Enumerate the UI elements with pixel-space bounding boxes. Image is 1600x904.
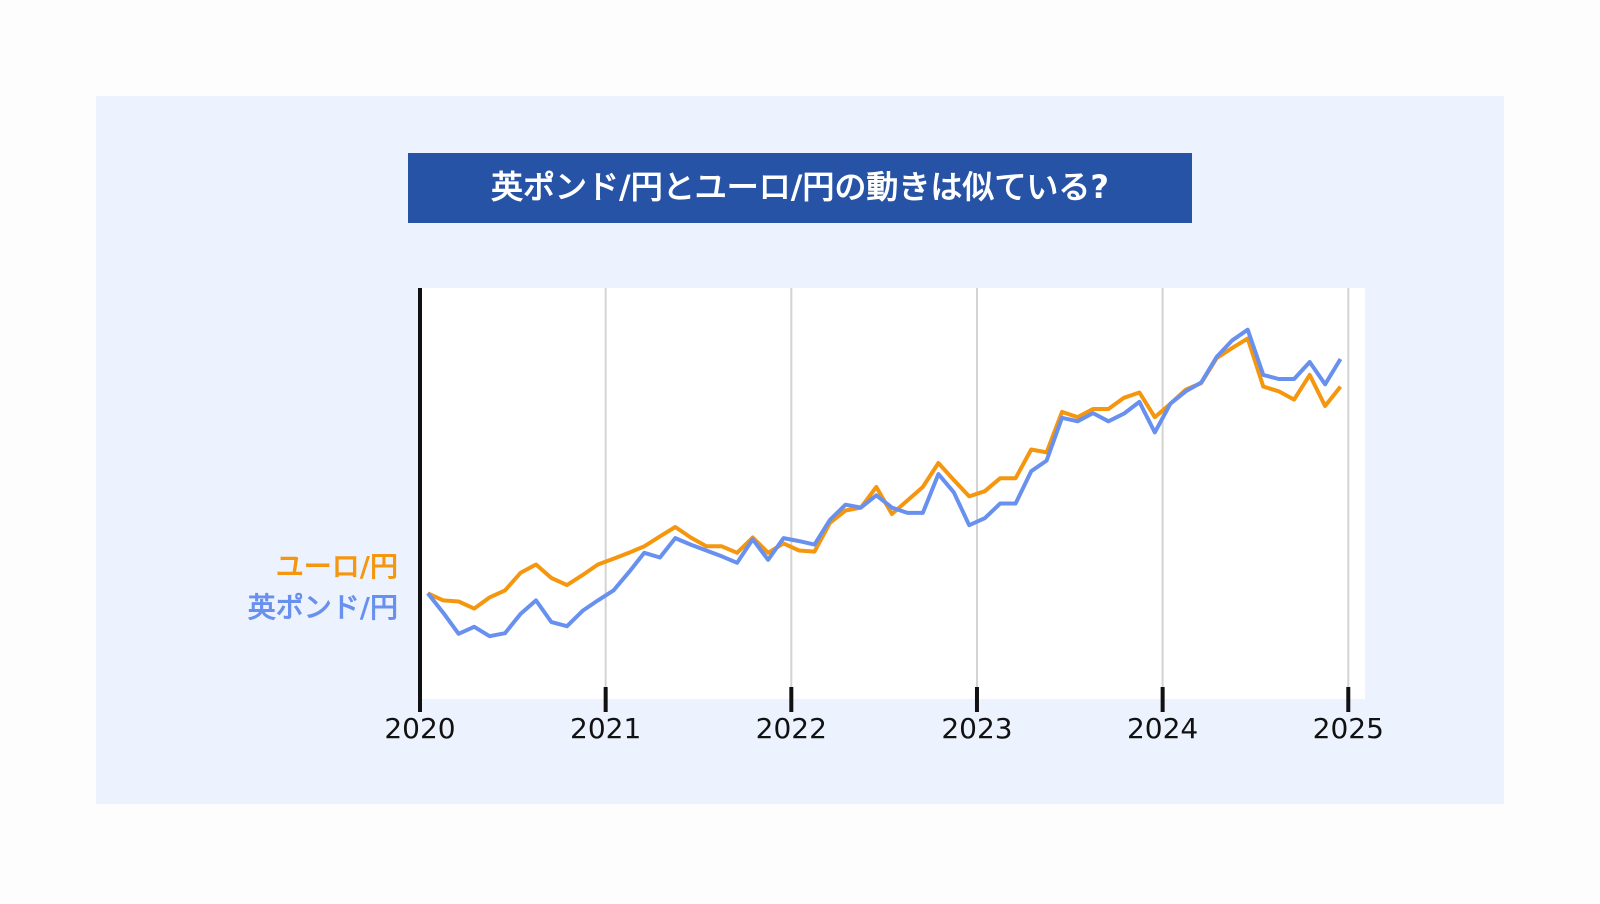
x-tick-label: 2024 xyxy=(1127,712,1198,745)
series-line xyxy=(426,327,1343,639)
plot-area xyxy=(420,288,1365,699)
legend-label: 英ポンド/円 xyxy=(248,591,398,624)
x-tick-label: 2023 xyxy=(941,712,1012,745)
legend-label: ユーロ/円 xyxy=(276,550,398,583)
x-tick-label: 2025 xyxy=(1313,712,1384,745)
chart-title: 英ポンド/円とユーロ/円の動きは似ている? xyxy=(491,168,1109,206)
x-tick-label: 2022 xyxy=(756,712,827,745)
title-box xyxy=(408,153,1192,223)
x-tick-label: 2020 xyxy=(384,712,455,745)
x-tick-label: 2021 xyxy=(570,712,641,745)
